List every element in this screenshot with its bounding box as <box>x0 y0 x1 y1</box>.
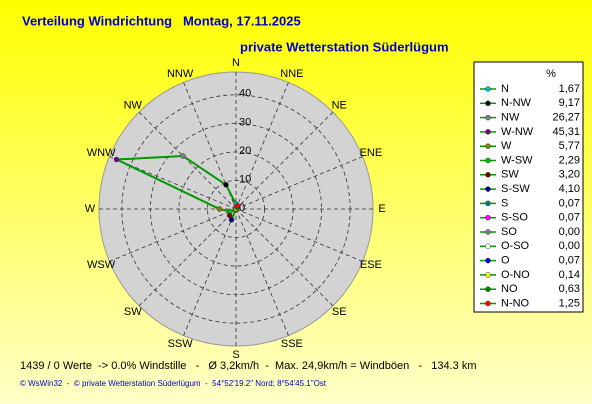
legend-label: W-NW <box>501 126 534 138</box>
legend-marker <box>485 200 491 207</box>
legend-value: 9,17 <box>559 97 580 109</box>
legend-marker <box>485 114 491 121</box>
legend-value: 0,07 <box>559 255 580 267</box>
chart-title: Verteilung Windrichtung Montag, 17.11.20… <box>22 13 301 28</box>
spoke <box>138 111 237 210</box>
legend-label: S-SW <box>501 183 530 195</box>
grid-circle <box>149 122 323 296</box>
direction-label: S <box>232 349 239 361</box>
legend-label: NW <box>501 112 520 124</box>
legend-label: W <box>501 140 512 152</box>
wind-point <box>113 156 120 163</box>
spoke <box>235 156 363 210</box>
legend-label: NO <box>501 283 518 295</box>
legend-value: 1,25 <box>559 297 580 309</box>
legend-marker <box>485 214 491 221</box>
spoke <box>109 208 237 262</box>
legend-value: 4,10 <box>559 183 580 195</box>
legend-value: 45,31 <box>552 126 580 138</box>
legend-label: W-SW <box>501 154 533 166</box>
direction-label: ESE <box>360 259 382 271</box>
legend-marker <box>485 143 491 149</box>
spoke <box>235 111 334 210</box>
direction-label: NW <box>124 100 143 112</box>
wind-point <box>216 206 223 212</box>
legend-label: N <box>501 83 509 95</box>
footer: 1439 / 0 Werte -> 0.0% Windstille - Ø 3,… <box>20 360 476 372</box>
direction-label: SE <box>332 306 347 318</box>
copyright: © WsWin32 - © private Wetterstation Süde… <box>20 379 327 388</box>
legend-value: 0,63 <box>559 283 580 295</box>
legend-marker <box>485 243 491 250</box>
grid-circle <box>207 180 265 238</box>
legend-value: 26,27 <box>552 112 580 124</box>
chart-subtitle: private Wetterstation Süderlügum <box>240 39 449 54</box>
legend-marker <box>485 86 491 92</box>
legend-label: O-NO <box>501 269 530 281</box>
spoke <box>183 208 237 336</box>
r-tick-label: 10 <box>239 173 251 185</box>
wind-point <box>228 217 235 223</box>
legend-marker <box>485 286 491 292</box>
legend-header: % <box>546 68 556 80</box>
legend-marker <box>485 186 491 192</box>
legend-value: 0,14 <box>559 269 580 281</box>
legend-value: 1,67 <box>559 83 580 95</box>
direction-label: WSW <box>87 259 116 271</box>
legend-marker <box>485 100 491 107</box>
legend-label: SO <box>501 226 517 238</box>
legend-marker <box>485 157 491 164</box>
direction-label: W <box>85 203 96 215</box>
direction-label: SW <box>124 306 142 318</box>
direction-label: ENE <box>360 147 383 159</box>
legend-marker <box>485 229 491 235</box>
direction-label: N <box>232 57 240 69</box>
legend-marker <box>485 272 491 278</box>
legend-label: N-NO <box>501 297 530 309</box>
r-tick-label: 30 <box>239 116 251 128</box>
r-tick-label: 0 <box>239 202 245 214</box>
direction-label: E <box>378 203 385 215</box>
spoke <box>235 208 334 307</box>
wind-point <box>223 182 229 188</box>
grid-circle <box>178 151 294 267</box>
legend-label: SW <box>501 169 519 181</box>
wind-point <box>180 153 186 159</box>
legend-label: N-NW <box>501 97 532 109</box>
wind-point <box>234 202 241 209</box>
legend-marker <box>485 129 491 135</box>
legend-marker <box>485 300 491 307</box>
legend-value: 0,00 <box>559 226 580 238</box>
legend-label: O-SO <box>501 240 530 252</box>
grid-circle <box>121 94 351 324</box>
direction-label: NE <box>332 100 347 112</box>
legend-label: S-SO <box>501 212 528 224</box>
direction-label: NNW <box>167 68 194 80</box>
direction-label: SSE <box>281 338 303 350</box>
legend-value: 5,77 <box>559 140 580 152</box>
r-tick-label: 20 <box>239 145 251 157</box>
legend-marker <box>485 172 491 178</box>
legend-value: 2,29 <box>559 154 580 166</box>
legend-value: 0,07 <box>559 197 580 209</box>
direction-label: WNW <box>87 147 116 159</box>
direction-label: SSW <box>168 338 194 350</box>
legend-marker <box>485 257 491 264</box>
legend-value: 3,20 <box>559 169 580 181</box>
r-tick-label: 40 <box>239 88 251 100</box>
legend-value: 0,07 <box>559 212 580 224</box>
direction-label: NNE <box>280 68 303 80</box>
legend-label: S <box>501 197 508 209</box>
legend-label: O <box>501 255 510 267</box>
legend-value: 0,00 <box>559 240 580 252</box>
